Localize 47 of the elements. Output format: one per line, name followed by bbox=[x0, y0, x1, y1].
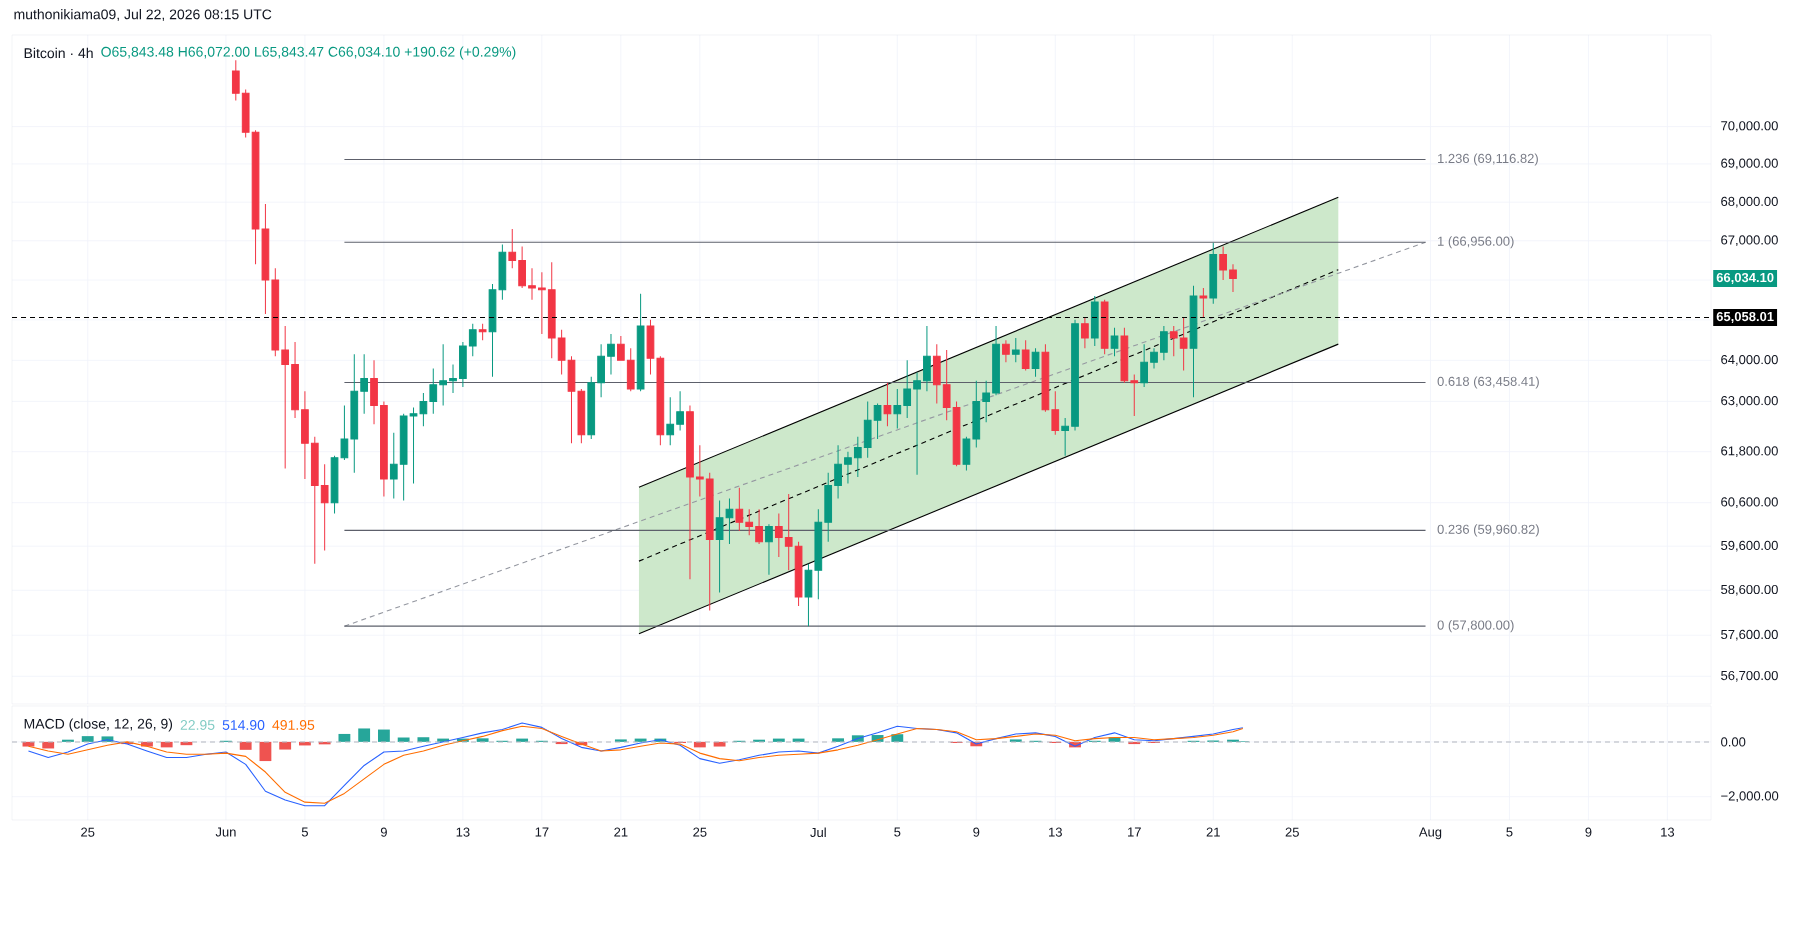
y-tick-label: 64,000.00 bbox=[1721, 354, 1778, 366]
y-tick-label: 0.00 bbox=[1721, 737, 1746, 747]
x-tick-label: 21 bbox=[1206, 827, 1220, 837]
annotation: 0.618 (63,458.41) bbox=[1437, 376, 1539, 389]
x-tick-label: 9 bbox=[973, 827, 980, 837]
y-tick-label: 59,600.00 bbox=[1721, 540, 1778, 552]
x-tick-label: Jun bbox=[215, 827, 236, 837]
text: 66,034.10 bbox=[1716, 272, 1774, 285]
annotation: 0.236 (59,960.82) bbox=[1437, 524, 1539, 537]
x-tick-label: 5 bbox=[1506, 827, 1513, 837]
x-tick-label: 13 bbox=[1661, 827, 1675, 837]
x-tick-label: 13 bbox=[1049, 827, 1062, 837]
annotation: 22.95 bbox=[180, 720, 215, 730]
y-tick-label: 68,000.00 bbox=[1721, 196, 1778, 208]
x-tick-label: 17 bbox=[1128, 827, 1141, 837]
annotation: 0 (57,800.00) bbox=[1437, 620, 1514, 633]
x-tick-label: 9 bbox=[380, 827, 387, 837]
text: O65,843.48 H66,072.00 L65,843.47 C66,034.10 +190.62 (+0.29%) bbox=[101, 46, 516, 60]
text: Bitcoin · 4h bbox=[24, 47, 93, 59]
x-tick-label: 25 bbox=[1285, 827, 1299, 837]
x-tick-label: 5 bbox=[894, 827, 901, 837]
y-tick-label: 60,600.00 bbox=[1721, 497, 1778, 509]
y-tick-label: 69,000.00 bbox=[1721, 158, 1778, 170]
y-tick-label: −2,000.00 bbox=[1721, 791, 1779, 803]
text: muthonikiama09, Jul 22, 2026 08:15 UTC bbox=[14, 9, 272, 21]
y-tick-label: 57,600.00 bbox=[1721, 629, 1778, 641]
x-tick-label: Jul bbox=[810, 827, 826, 838]
ref-line-label: 65,058.01 bbox=[1716, 311, 1774, 324]
x-tick-label: 13 bbox=[456, 827, 470, 837]
y-tick-label: 61,800.00 bbox=[1721, 446, 1778, 457]
x-tick-label: 25 bbox=[693, 827, 707, 837]
y-tick-label: 58,600.00 bbox=[1721, 584, 1778, 596]
x-tick-label: 5 bbox=[301, 827, 308, 837]
annotation: 491.95 bbox=[272, 720, 315, 730]
y-tick-label: 70,000.00 bbox=[1721, 121, 1778, 132]
annotation: 1 (66,956.00) bbox=[1438, 236, 1514, 249]
y-tick-label: 67,000.00 bbox=[1721, 235, 1778, 247]
x-tick-label: 21 bbox=[614, 827, 628, 837]
annotation: 1.236 (69,116.82) bbox=[1438, 153, 1538, 166]
x-tick-label: Aug bbox=[1418, 827, 1442, 840]
x-tick-label: 17 bbox=[535, 827, 549, 837]
y-tick-label: 56,700.00 bbox=[1721, 670, 1778, 682]
y-tick-label: 63,000.00 bbox=[1721, 396, 1778, 407]
x-tick-label: 25 bbox=[81, 827, 95, 837]
x-tick-label: 9 bbox=[1585, 827, 1592, 837]
text: MACD (close, 12, 26, 9) bbox=[24, 718, 173, 732]
annotation: 514.90 bbox=[222, 720, 265, 730]
